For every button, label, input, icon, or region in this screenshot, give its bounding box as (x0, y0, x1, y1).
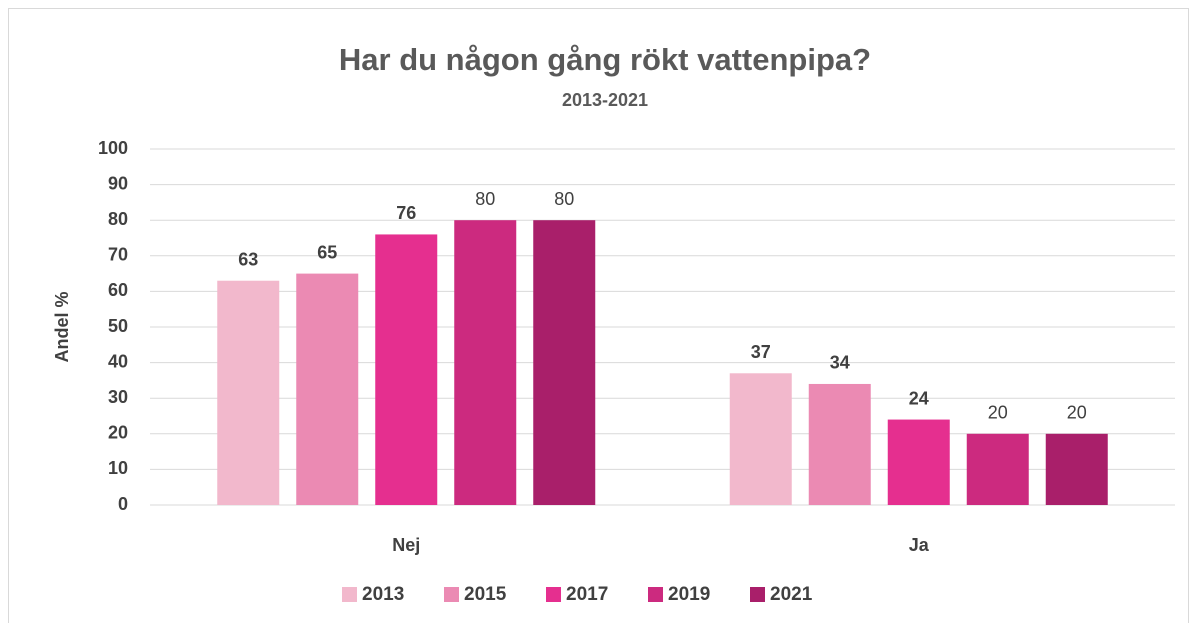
data-label: 80 (475, 189, 495, 209)
legend-label: 2015 (464, 584, 507, 605)
data-label: 37 (751, 342, 771, 362)
legend-swatch (342, 587, 357, 602)
legend-swatch (648, 587, 663, 602)
chart-frame (8, 8, 1189, 628)
y-axis-label: Andel % (52, 291, 72, 362)
bar (217, 280, 280, 505)
data-label: 65 (317, 242, 337, 262)
data-label: 80 (554, 189, 574, 209)
data-label: 76 (396, 203, 416, 223)
y-tick-label: 70 (108, 245, 128, 265)
legend-swatch (546, 587, 561, 602)
y-tick-label: 50 (108, 316, 128, 336)
y-tick-label: 80 (108, 209, 128, 229)
y-tick-label: 20 (108, 423, 128, 443)
legend-label: 2021 (770, 584, 813, 605)
legend-swatch (750, 587, 765, 602)
data-label: 20 (988, 403, 1008, 423)
y-tick-label: 0 (118, 494, 128, 514)
y-tick-label: 90 (108, 173, 128, 193)
chart-title: Har du någon gång rökt vattenpipa? (339, 42, 871, 77)
y-tick-label: 100 (98, 138, 128, 158)
bar (808, 383, 871, 505)
y-tick-label: 60 (108, 280, 128, 300)
y-tick-label: 30 (108, 387, 128, 407)
bar (533, 220, 596, 505)
legend-label: 2017 (566, 584, 608, 605)
data-label: 34 (830, 353, 850, 373)
y-tick-label: 40 (108, 351, 128, 371)
legend-swatch (444, 587, 459, 602)
y-tick-label: 10 (108, 458, 128, 478)
bar (454, 220, 517, 505)
data-label: 63 (238, 249, 258, 269)
bar (296, 273, 359, 505)
bar (375, 234, 438, 505)
legend-label: 2019 (668, 584, 710, 605)
bar (1045, 433, 1108, 505)
data-label: 20 (1067, 403, 1087, 423)
x-tick-label: Nej (392, 535, 420, 555)
bar (887, 419, 950, 505)
legend-label: 2013 (362, 584, 404, 605)
data-label: 24 (909, 388, 929, 408)
chart-subtitle: 2013-2021 (562, 90, 648, 110)
x-tick-label: Ja (909, 535, 930, 555)
bar (966, 433, 1029, 505)
bar (729, 373, 792, 505)
